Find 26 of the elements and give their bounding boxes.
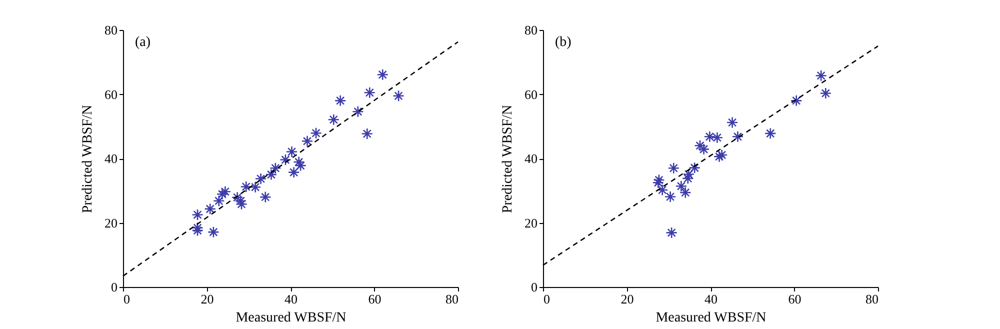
x-tick-label: 0	[124, 292, 130, 306]
y-tick-label: 60	[524, 86, 538, 102]
x-tick-label: 40	[704, 292, 718, 306]
x-axis-title: Measured WBSF/N	[236, 310, 346, 326]
x-tick-label: 60	[368, 292, 382, 306]
x-tick-label: 80	[866, 292, 878, 306]
x-tick-label: 20	[620, 292, 634, 306]
y-tick-label: 80	[104, 22, 118, 38]
y-tick-label: 0	[531, 280, 538, 294]
y-tick-label: 20	[524, 215, 538, 230]
x-tick-label: 80	[446, 292, 458, 306]
y-tick-label: 40	[104, 151, 118, 166]
y-axis-title: Predicted WBSF/N	[80, 104, 96, 214]
y-tick-label: 20	[104, 215, 118, 230]
x-tick-label: 20	[200, 292, 214, 306]
x-tick-label: 60	[788, 292, 802, 306]
y-tick-label: 60	[104, 86, 118, 102]
y-tick-label: 0	[111, 280, 118, 294]
x-axis-title: Measured WBSF/N	[656, 310, 766, 326]
annotation: (b)	[555, 35, 572, 50]
x-tick-label: 0	[544, 292, 550, 306]
y-tick-label: 80	[524, 22, 538, 38]
y-tick-label: 40	[524, 151, 538, 166]
y-axis-title: Predicted WBSF/N	[500, 104, 516, 214]
annotation: (a)	[135, 35, 151, 50]
x-tick-label: 40	[284, 292, 298, 306]
